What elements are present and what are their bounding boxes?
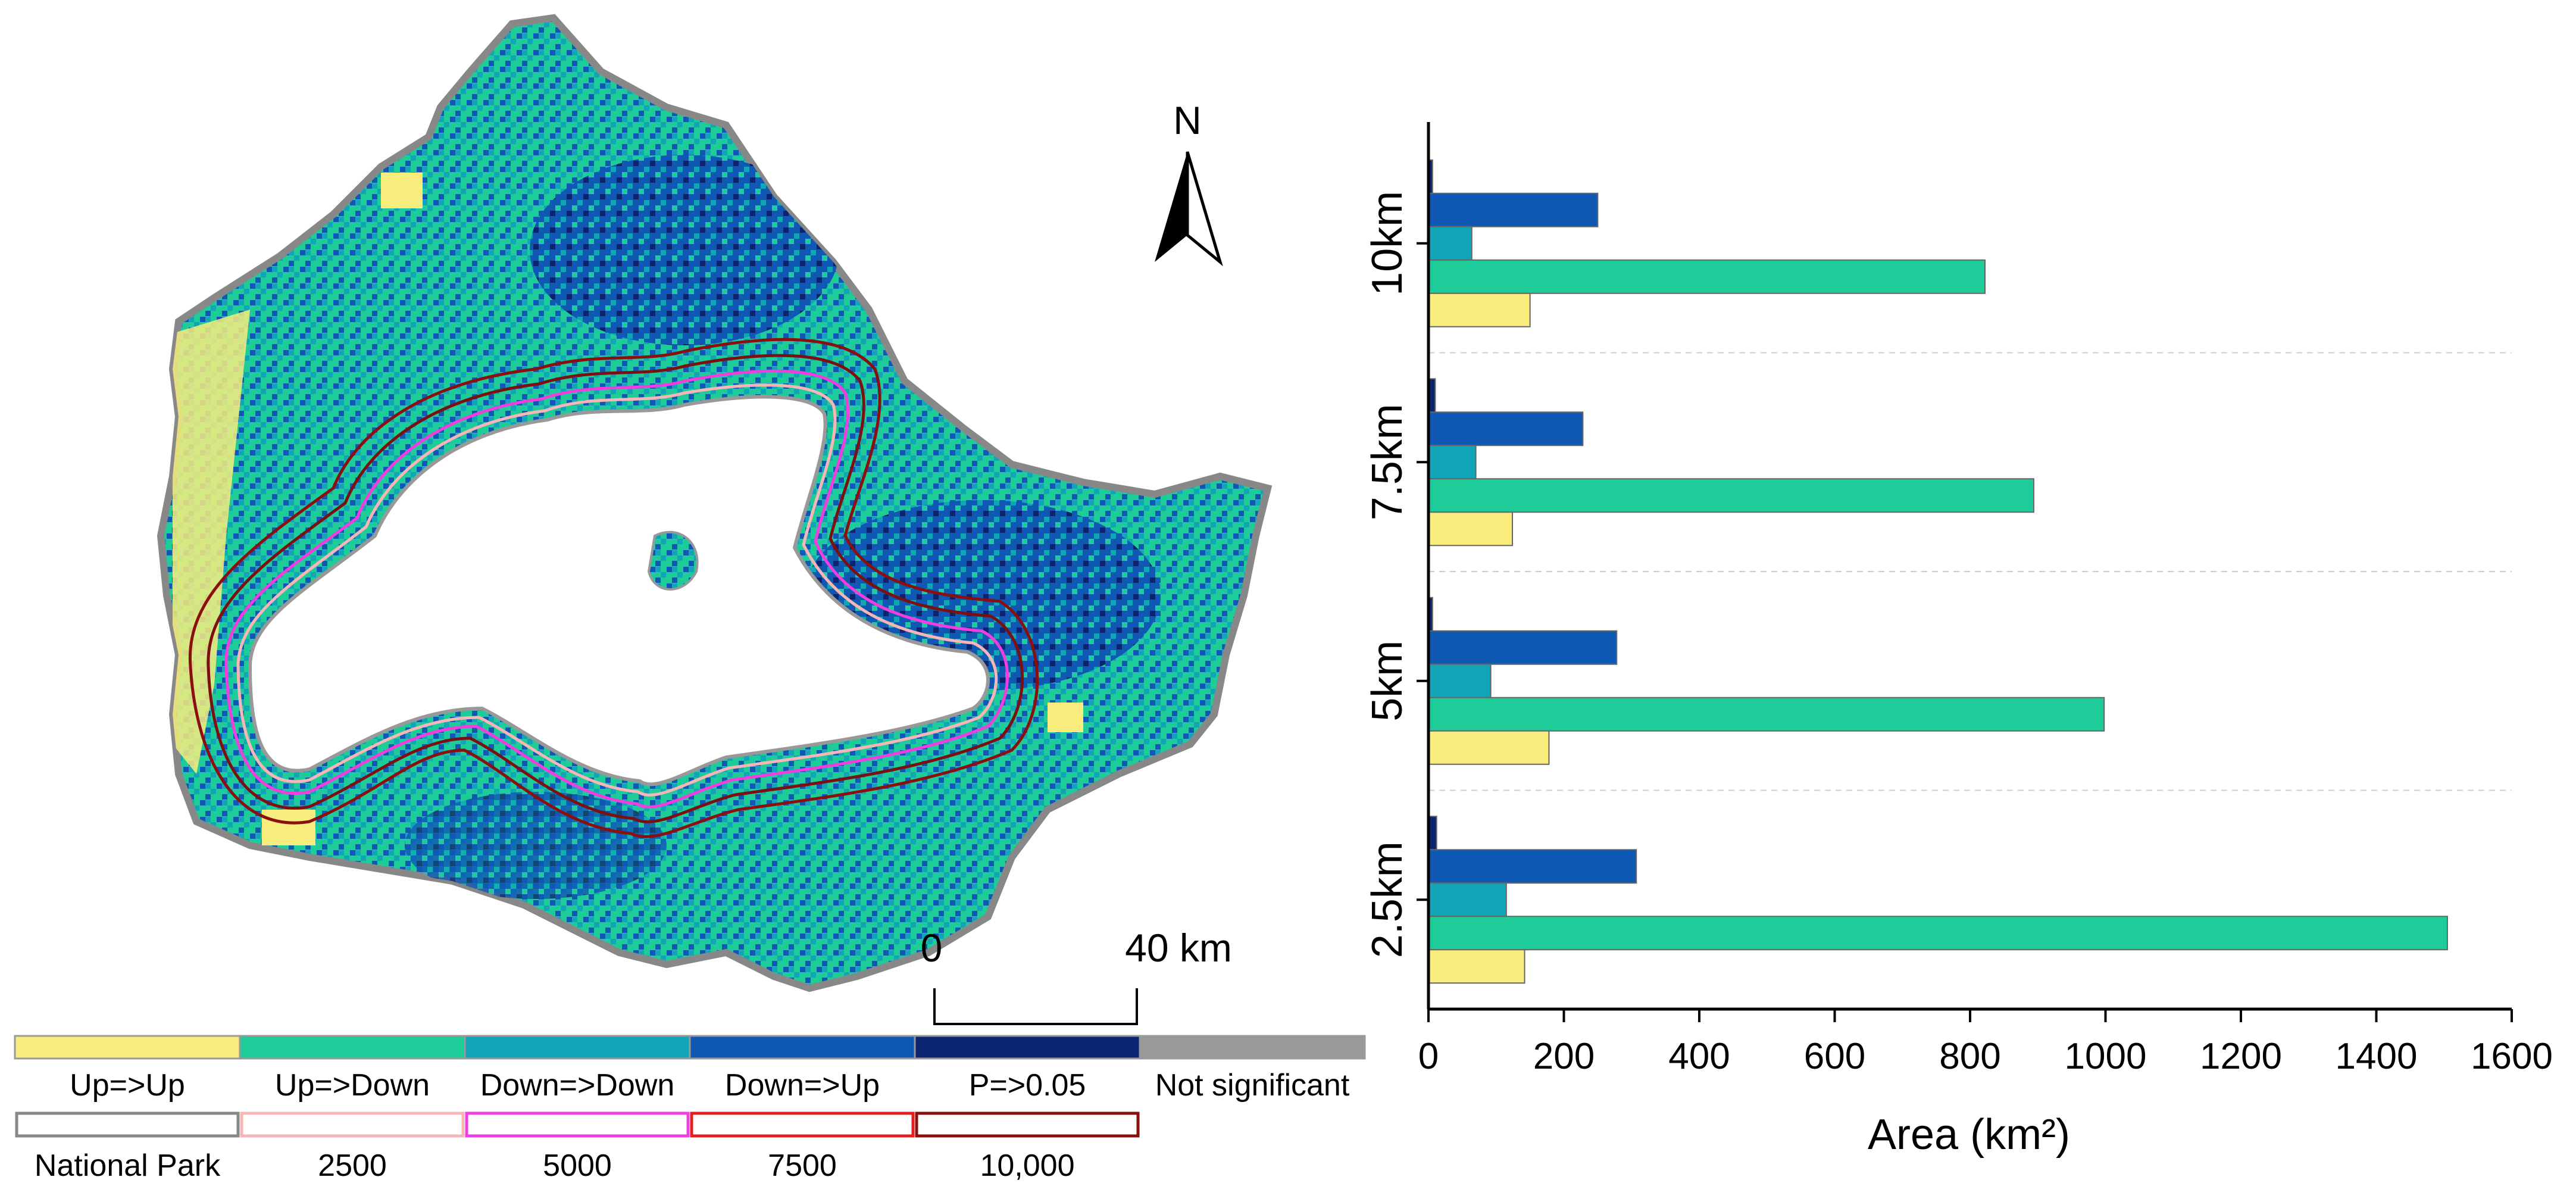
category-label: 2.5km: [1364, 841, 1411, 958]
bar-2.5km-2: [1428, 882, 1507, 917]
x-tick-label: 800: [1939, 1036, 2000, 1077]
bar-10km-1: [1428, 192, 1599, 227]
category-label: 5km: [1364, 641, 1411, 722]
legend-label: National Park: [35, 1148, 221, 1183]
legend-label: Up=>Up: [70, 1068, 185, 1103]
x-tick-label: 200: [1533, 1036, 1595, 1077]
chart-bars: [1428, 159, 2448, 984]
map-panel: N 0 40 km Up=>Up Up=>Down Down=>Down Down=>…: [14, 14, 1366, 1183]
buffer-2500: [236, 383, 998, 797]
bar-7.5km-1: [1428, 411, 1584, 447]
x-tick-label: 400: [1668, 1036, 1730, 1077]
bar-7.5km-3: [1428, 478, 2034, 513]
x-tick-label: 1000: [2065, 1036, 2147, 1077]
bar-2.5km-1: [1428, 849, 1637, 884]
scale-start-label: 0: [921, 926, 943, 970]
legend-swatch: [690, 1112, 915, 1138]
legend-swatch: [1139, 1035, 1366, 1060]
legend-swatch: [465, 1112, 690, 1138]
national-park-buffers: [188, 338, 1039, 838]
x-tick-label: 1600: [2471, 1036, 2553, 1077]
scale-bar: 0 40 km: [921, 926, 1232, 1025]
north-arrow: N: [1155, 98, 1223, 267]
chart-axes: [1417, 122, 2513, 1022]
bar-5km-1: [1428, 630, 1618, 665]
bar-7.5km-2: [1428, 445, 1477, 480]
legend-buffer: National Park 2500 5000 7500 10,000: [15, 1112, 1140, 1183]
legend-trend: Up=>Up Up=>Down Down=>Down Down=>Up P=>0.05 N…: [14, 1035, 1366, 1103]
x-tick-label: 1200: [2200, 1036, 2282, 1077]
legend-swatch: [464, 1035, 691, 1060]
legend-label: 2500: [318, 1148, 387, 1183]
x-axis-title: Area (km²): [1868, 1111, 2070, 1159]
chart-grid: [1428, 352, 2512, 791]
bar-5km-2: [1428, 663, 1492, 698]
legend-label: Not significant: [1155, 1068, 1350, 1103]
legend-label: 5000: [543, 1148, 612, 1183]
legend-swatch: [914, 1035, 1141, 1060]
tick-labels: 0 200 400 600 800 1000 1200 1400 1600: [1418, 1036, 2553, 1077]
category-labels: 10km 7.5km 5km 2.5km: [1364, 191, 1411, 959]
bar-2.5km-3: [1428, 916, 2448, 951]
legend-label: 7500: [768, 1148, 837, 1183]
scale-end-label: 40 km: [1125, 926, 1232, 970]
category-label: 7.5km: [1364, 404, 1411, 520]
legend-swatch: [239, 1035, 466, 1060]
legend-label: Down=>Up: [725, 1068, 880, 1103]
buffer-5000: [224, 369, 1009, 808]
x-tick-label: 1400: [2336, 1036, 2418, 1077]
legend-swatch: [689, 1035, 916, 1060]
bar-10km-2: [1428, 226, 1473, 261]
legend-label: P=>0.05: [969, 1068, 1086, 1103]
bar-2.5km-4: [1428, 949, 1525, 984]
bar-chart: 10km 7.5km 5km 2.5km 0 200 400 600 800 1000 1200 1…: [1364, 122, 2553, 1159]
north-label: N: [1173, 98, 1202, 142]
x-tick-label: 0: [1418, 1036, 1439, 1077]
category-label: 10km: [1364, 191, 1411, 296]
legend-label: 10,000: [980, 1148, 1074, 1183]
legend-swatch: [15, 1112, 240, 1138]
bar-10km-4: [1428, 292, 1531, 327]
bar-7.5km-4: [1428, 511, 1514, 547]
legend-swatch: [915, 1112, 1140, 1138]
legend-swatch: [14, 1035, 241, 1060]
legend-label: Up=>Down: [275, 1068, 430, 1103]
bar-5km-4: [1428, 730, 1550, 765]
x-tick-label: 600: [1804, 1036, 1865, 1077]
buffer-7500: [207, 354, 1024, 823]
legend-swatch: [240, 1112, 465, 1138]
north-arrow-icon: [1155, 152, 1187, 262]
bar-5km-3: [1428, 697, 2105, 732]
legend-label: Down=>Down: [480, 1068, 675, 1103]
buffer-10000: [188, 338, 1039, 838]
bar-10km-3: [1428, 259, 1986, 294]
national-park-core: [248, 395, 990, 786]
